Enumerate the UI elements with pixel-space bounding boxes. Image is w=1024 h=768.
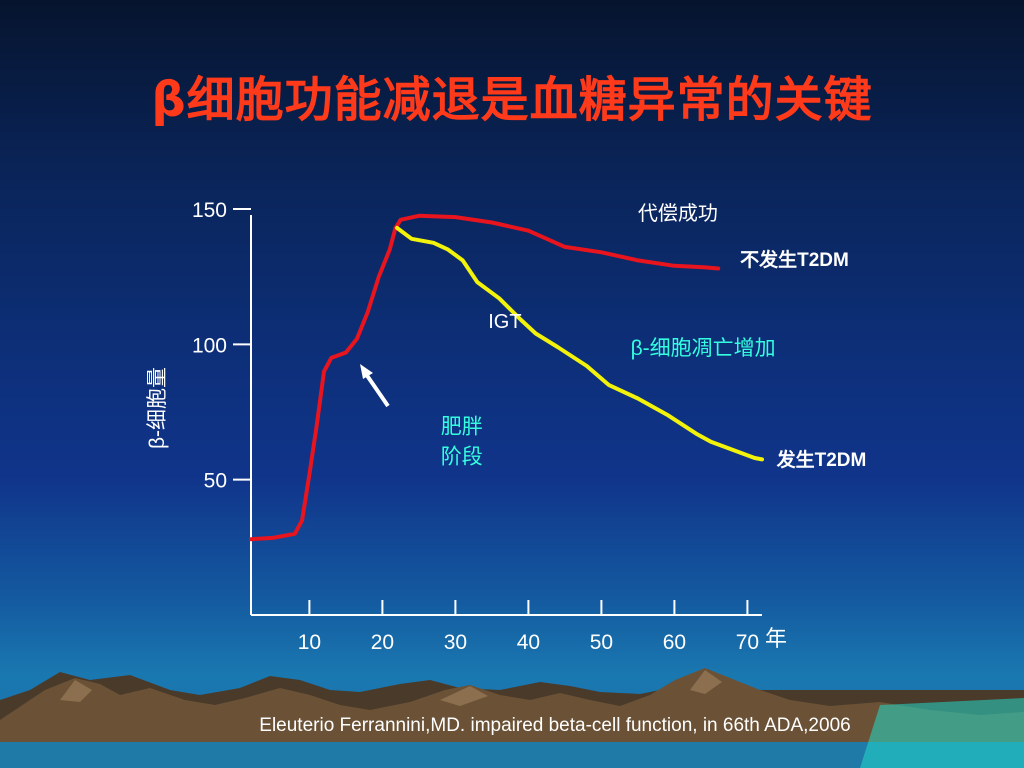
y-tick-label: 100 — [192, 334, 227, 357]
y-axis-label: β-细胞量 — [146, 367, 169, 449]
axes — [250, 215, 762, 616]
x-tick-label: 50 — [590, 631, 613, 654]
x-tick-label: 70 — [736, 631, 759, 654]
annotation-no-t2dm: 不发生T2DM — [740, 248, 849, 271]
obesity-arrow — [360, 364, 390, 408]
y-tick-label: 50 — [204, 470, 227, 493]
series-line-t2dm — [395, 225, 764, 462]
y-ticks: 50 100 150 — [192, 199, 251, 493]
annotation-igt: IGT — [488, 311, 521, 333]
annotation-obesity-line1: 肥胖 — [441, 416, 483, 439]
series-line-no-t2dm — [249, 213, 721, 542]
x-axis-unit-label: 年 — [765, 626, 787, 651]
x-tick-label: 10 — [298, 631, 321, 654]
citation: Eleuterio Ferrannini,MD. impaired beta-c… — [259, 715, 851, 736]
x-ticks: 10 20 30 40 50 60 70 — [298, 600, 759, 654]
x-tick-label: 30 — [444, 631, 467, 654]
annotation-obesity-line2: 阶段 — [441, 445, 483, 468]
sea-band — [0, 742, 1024, 768]
annotation-t2dm: 发生T2DM — [776, 448, 867, 471]
arrow-head — [360, 364, 373, 379]
x-tick-label: 60 — [663, 631, 686, 654]
arrow-shaft — [364, 372, 390, 408]
sea-glow — [860, 698, 1024, 768]
annotation-compensation-success: 代偿成功 — [638, 202, 718, 225]
y-tick-label: 150 — [192, 199, 227, 222]
x-tick-label: 40 — [517, 631, 540, 654]
annotations: 代偿成功 不发生T2DM IGT β-细胞凋亡增加 肥胖 阶段 发生T2DM — [441, 202, 867, 471]
annotation-beta-cell-apoptosis: β-细胞凋亡增加 — [631, 337, 776, 360]
slide-title: β细胞功能减退是血糖异常的关键 — [151, 72, 873, 128]
x-tick-label: 20 — [371, 631, 394, 654]
